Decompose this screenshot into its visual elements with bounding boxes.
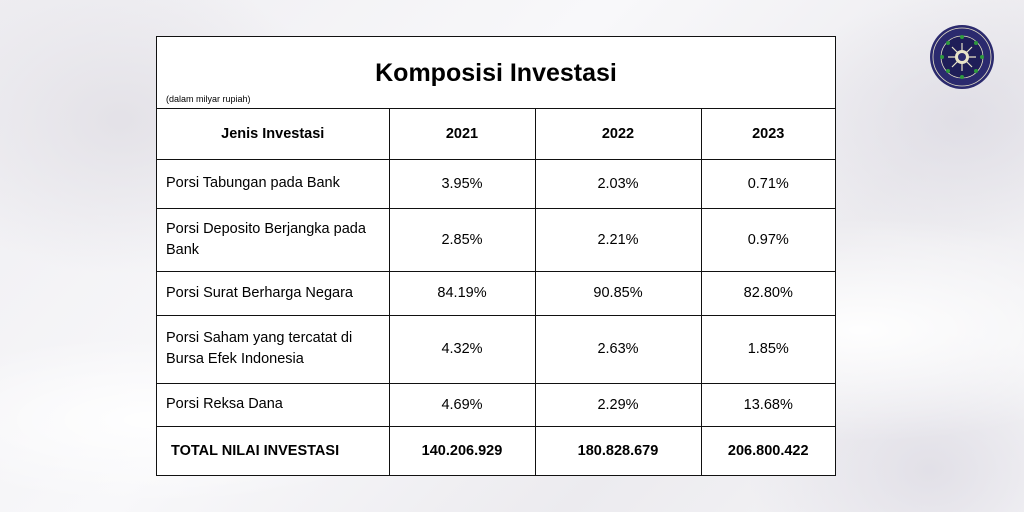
total-label: TOTAL NILAI INVESTASI [157,425,390,476]
investment-table-card: Komposisi Investasi (dalam milyar rupiah… [156,36,836,476]
column-header-2021: 2021 [388,109,536,160]
table-row: Porsi Reksa Dana 4.69% 2.29% 13.68% [157,382,835,427]
university-seal-icon [929,24,995,90]
row-label: Porsi Saham yang tercatat di Bursa Efek … [157,314,390,384]
column-header-type: Jenis Investasi [157,109,390,160]
cell-2022: 90.85% [534,270,702,316]
cell-2022: 2.21% [534,207,702,272]
cell-2021: 2.85% [388,207,536,272]
row-label: Porsi Tabungan pada Bank [157,158,390,209]
cell-2022: 2.63% [534,314,702,384]
total-2023: 206.800.422 [700,425,835,476]
table-row: Porsi Surat Berharga Negara 84.19% 90.85… [157,270,835,316]
cell-2021: 4.69% [388,382,536,427]
investment-table: Jenis Investasi 2021 2022 2023 Porsi Tab… [157,109,835,476]
row-label: Porsi Surat Berharga Negara [157,270,390,316]
column-header-2022: 2022 [534,109,702,160]
cell-2023: 13.68% [700,382,835,427]
total-2022: 180.828.679 [534,425,702,476]
table-row: Porsi Deposito Berjangka pada Bank 2.85%… [157,207,835,272]
header-row: Jenis Investasi 2021 2022 2023 [157,109,835,160]
title-row: Komposisi Investasi (dalam milyar rupiah… [157,37,835,109]
cell-2023: 0.71% [700,158,835,209]
cell-2021: 4.32% [388,314,536,384]
cell-2022: 2.03% [534,158,702,209]
cell-2022: 2.29% [534,382,702,427]
row-label: Porsi Reksa Dana [157,382,390,427]
table-title: Komposisi Investasi [375,59,617,87]
unit-note: (dalam milyar rupiah) [166,94,251,104]
row-label: Porsi Deposito Berjangka pada Bank [157,207,390,272]
cell-2023: 0.97% [700,207,835,272]
column-header-2023: 2023 [700,109,835,160]
cell-2021: 84.19% [388,270,536,316]
cell-2023: 1.85% [700,314,835,384]
table-row: Porsi Saham yang tercatat di Bursa Efek … [157,314,835,384]
cell-2023: 82.80% [700,270,835,316]
cell-2021: 3.95% [388,158,536,209]
total-2021: 140.206.929 [388,425,536,476]
total-row: TOTAL NILAI INVESTASI 140.206.929 180.82… [157,425,835,476]
table-row: Porsi Tabungan pada Bank 3.95% 2.03% 0.7… [157,158,835,209]
